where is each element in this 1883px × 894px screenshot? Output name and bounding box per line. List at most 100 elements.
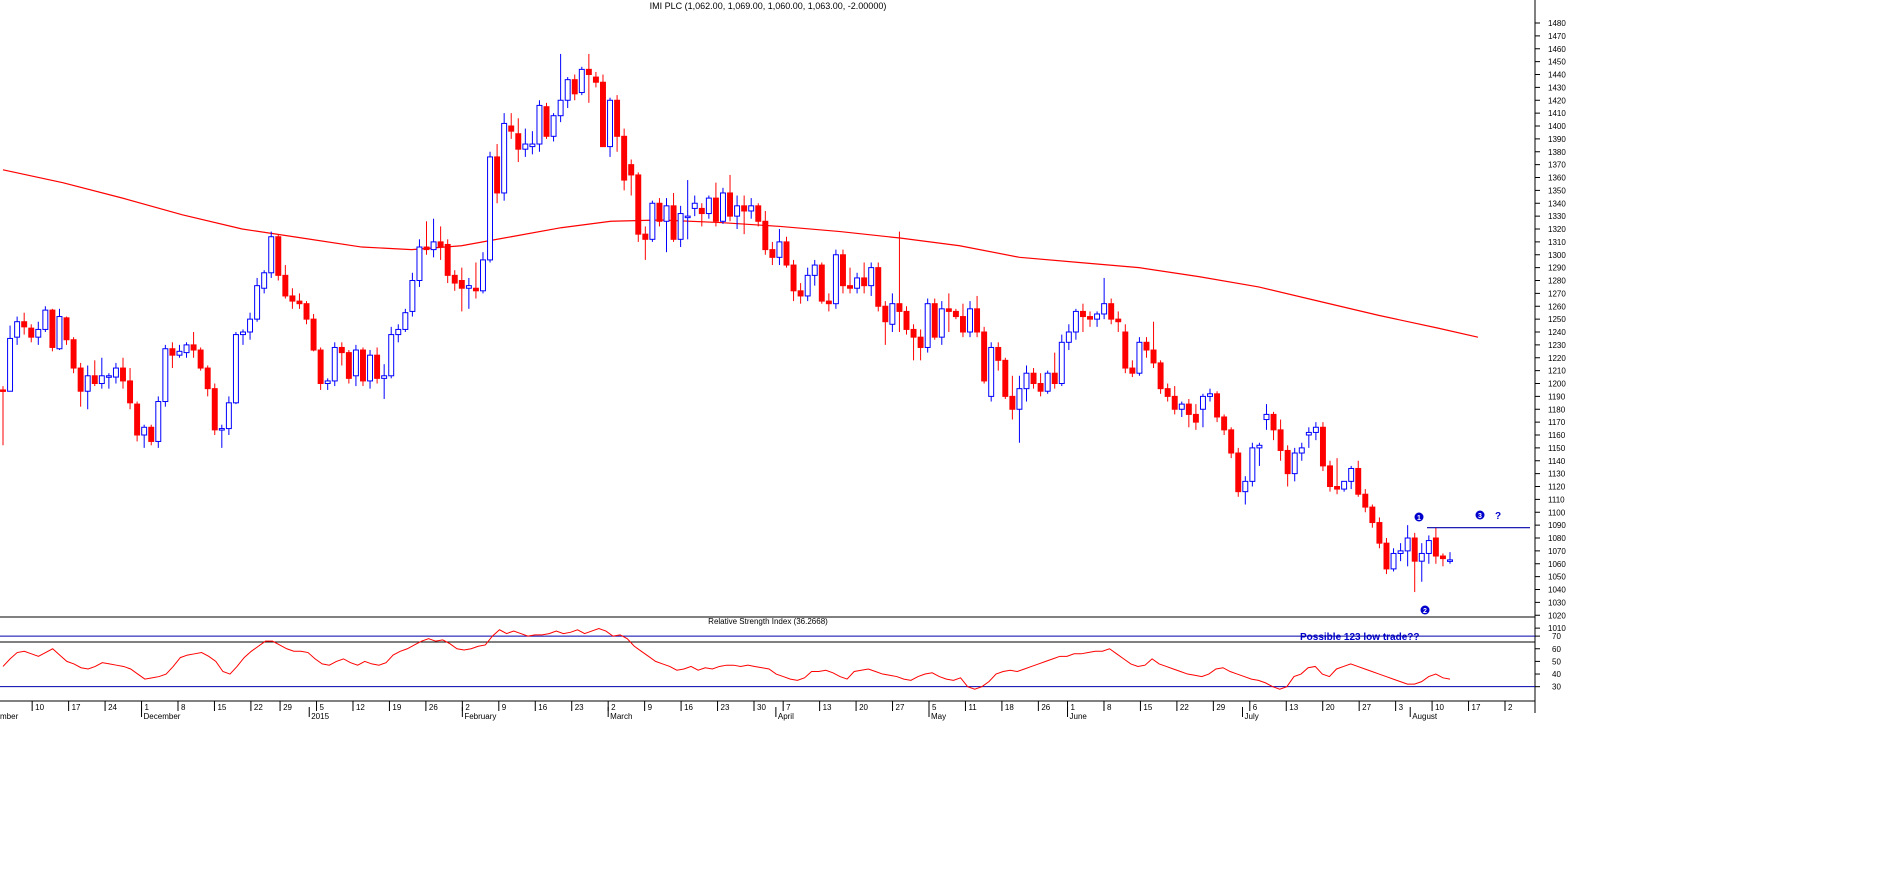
candle-body-up — [487, 156, 494, 261]
candle-body-down — [1171, 395, 1178, 410]
candle — [42, 306, 49, 333]
price-tick-label: 1470 — [1548, 32, 1566, 41]
price-tick-label: 1340 — [1548, 199, 1566, 208]
candle — [240, 329, 246, 345]
candle-body-down — [1362, 493, 1369, 508]
x-tick-label: 1 — [145, 703, 150, 712]
candle-body-down — [515, 133, 522, 150]
candle — [360, 347, 366, 387]
candle-body-up — [550, 115, 557, 137]
candle-body-up — [1249, 447, 1256, 482]
candle — [804, 267, 811, 302]
candle-body-up — [56, 316, 63, 350]
candle — [910, 324, 917, 361]
candle — [1298, 442, 1305, 461]
candle — [232, 332, 239, 405]
x-tick-label: 6 — [1253, 703, 1258, 712]
candle-body-up — [1348, 467, 1355, 482]
candle — [1051, 352, 1058, 389]
candle-body-down — [741, 205, 748, 212]
price-tick-label: 1380 — [1548, 148, 1566, 157]
candle — [1376, 517, 1383, 549]
candle — [1397, 543, 1404, 562]
candle — [825, 293, 832, 312]
candle — [1023, 365, 1030, 402]
price-tick-label: 1290 — [1548, 264, 1566, 273]
candle-body-up — [352, 349, 359, 377]
candle — [889, 293, 896, 333]
candle — [882, 301, 889, 345]
x-tick-label: 8 — [181, 703, 186, 712]
x-tick-label: 26 — [1041, 703, 1050, 712]
candle — [917, 329, 924, 361]
candle — [1079, 303, 1086, 333]
price-tick-label: 1130 — [1548, 470, 1566, 479]
candle-body-down — [945, 308, 952, 312]
candle-body-up — [564, 79, 571, 101]
candle — [338, 342, 345, 366]
candle — [141, 424, 148, 448]
candle-body-up — [480, 259, 486, 292]
price-tick-label: 1300 — [1548, 251, 1566, 260]
candle-body-down — [621, 135, 628, 181]
rsi-tick-label: 50 — [1552, 657, 1561, 666]
candle-body-up — [649, 202, 656, 240]
candle — [261, 270, 268, 294]
candle-body-down — [825, 300, 832, 305]
candle-body-up — [1390, 552, 1397, 570]
candle — [1284, 445, 1291, 487]
candle — [14, 316, 21, 345]
candle-body-down — [275, 236, 282, 276]
candle-body-up — [367, 354, 374, 382]
candle-body-up — [1199, 395, 1206, 410]
marker-1: 1 — [1414, 512, 1424, 522]
candle-body-up — [748, 205, 755, 212]
candle — [1256, 442, 1263, 466]
candle-body-down — [981, 331, 988, 382]
candle-body-up — [720, 192, 726, 222]
candle — [1101, 277, 1108, 320]
price-tick-label: 1360 — [1548, 174, 1566, 183]
candle-body-up — [42, 309, 49, 330]
candle — [684, 180, 691, 240]
candle-body-down — [592, 76, 599, 83]
candle-body-up — [416, 246, 423, 282]
candle-body-down — [310, 318, 317, 351]
candle — [1072, 308, 1079, 340]
price-tick-label: 1050 — [1548, 573, 1566, 582]
candle — [1390, 548, 1397, 572]
x-tick-label: 26 — [429, 703, 438, 712]
x-tick-label: 5 — [320, 703, 325, 712]
candle — [1044, 370, 1051, 394]
price-tick-label: 1330 — [1548, 212, 1566, 221]
candle-body-down — [1355, 467, 1362, 495]
candle — [1199, 393, 1206, 428]
x-tick-label: 27 — [896, 703, 905, 712]
candle — [1425, 535, 1432, 564]
candle-body-down — [317, 349, 324, 385]
candle-body-up — [1404, 537, 1411, 552]
candle-body-down — [995, 346, 1002, 361]
candle — [310, 313, 317, 352]
candle-body-down — [875, 267, 882, 307]
candle-body-down — [437, 241, 444, 248]
x-tick-label: 17 — [1472, 703, 1481, 712]
x-tick-label: 11 — [968, 703, 977, 712]
candle — [967, 301, 973, 338]
candle — [1341, 480, 1348, 492]
candle-body-up — [430, 241, 437, 251]
candle-body-down — [614, 99, 621, 137]
marker-3-number: 3 — [1478, 513, 1482, 520]
candle — [1277, 419, 1284, 461]
candle — [465, 277, 472, 309]
annotation-caption: Possible 123 low trade?? — [1300, 632, 1419, 643]
candle — [1030, 368, 1037, 389]
moving-average-line — [2, 169, 1479, 338]
candle-body-up — [141, 426, 148, 436]
candle-body-down — [451, 274, 458, 284]
price-tick-label: 1390 — [1548, 135, 1566, 144]
chart-title: IMI PLC (1,062.00, 1,069.00, 1,060.00, 1… — [650, 1, 887, 11]
candle-body-down — [1108, 303, 1115, 320]
candle-body-up — [105, 375, 112, 378]
candle — [727, 174, 733, 222]
